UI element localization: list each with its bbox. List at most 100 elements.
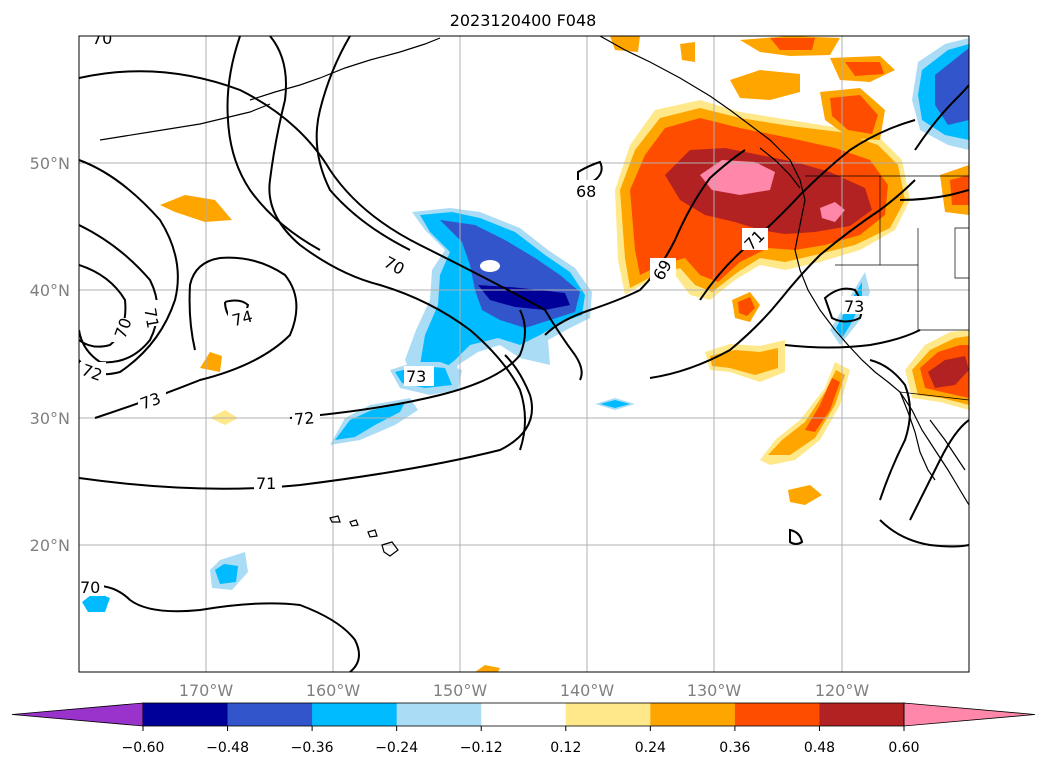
- mexico-coast: [929, 419, 966, 471]
- colorbar-swatch: [819, 703, 905, 726]
- contour-70-north: [79, 70, 583, 381]
- plot-title: 2023120400 F048: [450, 11, 597, 30]
- negative-anomaly-ne-strong: [935, 48, 969, 125]
- anomaly-shading: [82, 36, 969, 672]
- colorbar-swatch: [734, 703, 820, 726]
- negative-anomaly-far-sw: [82, 592, 110, 612]
- lon-label-170w: 170°W: [179, 681, 234, 700]
- us-mexico-border: [899, 391, 969, 401]
- contour-north-arc-3: [226, 36, 321, 251]
- positive-anomaly-top-left: [610, 36, 640, 52]
- longitude-labels: 170°W 160°W 150°W 140°W 130°W 120°W: [179, 681, 870, 700]
- positive-anomaly-top-2-red: [845, 62, 884, 76]
- positive-anomaly-max-2: [820, 202, 845, 222]
- lon-label-130w: 130°W: [687, 681, 742, 700]
- contour-ridge-2: [784, 329, 921, 349]
- contour-label: 68: [576, 182, 596, 201]
- positive-anomaly-patch-d: [160, 195, 232, 222]
- positive-anomaly-patch-h: [680, 42, 695, 62]
- hawaii-maui: [367, 529, 378, 538]
- positive-anomaly-patch-b-red: [738, 297, 755, 316]
- colorbar-swatch: [396, 703, 482, 726]
- colorbar-extend-high: [903, 702, 1036, 727]
- colorbar-swatch: [227, 703, 313, 726]
- borders: [805, 175, 969, 401]
- colorbar-tick-label: 0.12: [550, 740, 581, 756]
- lat-label-50n: 50°N: [30, 154, 70, 173]
- positive-anomaly-patch-g: [475, 665, 500, 672]
- contour-71-west: [79, 224, 159, 364]
- positive-anomaly-top-red: [770, 38, 815, 50]
- contour-73: [94, 256, 298, 419]
- contour-east-2: [899, 189, 969, 201]
- positive-anomaly-east-red: [950, 175, 969, 205]
- lon-label-120w: 120°W: [815, 681, 870, 700]
- colorbar-ticks: −0.60 −0.48 −0.36 −0.24 −0.12 0.12 0.24 0.36 0.4…: [122, 726, 920, 756]
- colorbar-tick-label: −0.36: [291, 740, 334, 756]
- contour-label: 73: [844, 297, 864, 316]
- colorbar-swatch: [481, 703, 567, 726]
- height-contours: [79, 36, 969, 672]
- positive-anomaly-baja-darkred: [928, 356, 969, 388]
- colorbar-tick-label: 0.48: [804, 740, 835, 756]
- colorbar-frame: [142, 702, 905, 727]
- colorbar-tick-label: 0.60: [888, 740, 919, 756]
- latitude-labels: 50°N 40°N 30°N 20°N: [30, 154, 70, 555]
- positive-anomaly-max: [700, 160, 775, 195]
- colorbar-tick-label: 0.36: [719, 740, 750, 756]
- vancouver-island: [759, 147, 801, 189]
- hawaii-kauai: [329, 515, 341, 523]
- contour-label: 72: [293, 408, 315, 429]
- colorbar-swatch: [650, 703, 736, 726]
- anomaly-hole: [480, 260, 500, 272]
- lon-label-160w: 160°W: [306, 681, 361, 700]
- contour-71-east: [649, 179, 916, 379]
- map-area: 70 71 70 72 73 74 70 68 69 71: [78, 29, 970, 673]
- colorbar-swatch: [565, 703, 651, 726]
- state-line-5: [954, 227, 969, 279]
- lon-label-140w: 140°W: [560, 681, 615, 700]
- aleutian-islands: [99, 103, 271, 141]
- colorbar: −0.60 −0.48 −0.36 −0.24 −0.12 0.12 0.24 0.36 0.4…: [11, 702, 1036, 756]
- lat-label-40n: 40°N: [30, 281, 70, 300]
- lat-label-30n: 30°N: [30, 409, 70, 428]
- negative-anomaly-streak-core: [335, 402, 405, 440]
- alaska-coast: [249, 37, 441, 101]
- colorbar-swatch: [312, 703, 398, 726]
- colorbar-tick-label: 0.24: [635, 740, 666, 756]
- negative-anomaly-sw-core: [215, 564, 238, 584]
- contour-label: 74: [230, 307, 255, 331]
- contour-label: 70: [80, 578, 100, 597]
- contour-label: 71: [256, 474, 276, 493]
- contour-south-east-1: [869, 359, 911, 501]
- lat-label-20n: 20°N: [30, 536, 70, 555]
- map-frame: [78, 35, 970, 673]
- contour-north-arc-1: [268, 36, 526, 451]
- contour-72: [79, 159, 526, 419]
- colorbar-extend-low: [11, 702, 144, 727]
- positive-anomaly-patch-c: [788, 485, 822, 505]
- contour-south-east-3: [879, 519, 969, 548]
- contour-south-east-2: [909, 419, 969, 521]
- contour-north-arc-2: [315, 36, 411, 251]
- positive-anomaly-streak-orange: [768, 370, 845, 455]
- colorbar-tick-label: −0.48: [206, 740, 249, 756]
- baja-peninsula: [899, 391, 936, 481]
- negative-anomaly-small-core: [600, 400, 630, 408]
- contour-east-1: [914, 84, 969, 151]
- alaska-panhandle: [599, 36, 806, 201]
- positive-anomaly-patch-a-orange: [710, 348, 778, 375]
- west-coast: [794, 199, 969, 506]
- colorbar-tick-label: −0.60: [122, 740, 165, 756]
- contour-label: 71: [140, 306, 162, 329]
- contour-70-south: [79, 584, 360, 672]
- contour-small-closed: [789, 528, 804, 545]
- coastlines: [99, 36, 969, 557]
- colorbar-tick-label: −0.24: [375, 740, 418, 756]
- hawaii-oahu: [349, 519, 359, 527]
- contour-label: 70: [92, 29, 112, 48]
- colorbar-swatch: [143, 703, 229, 726]
- contour-ridge-1: [699, 119, 916, 301]
- hawaii-big-island: [381, 541, 399, 557]
- contour-71-south: [79, 354, 533, 490]
